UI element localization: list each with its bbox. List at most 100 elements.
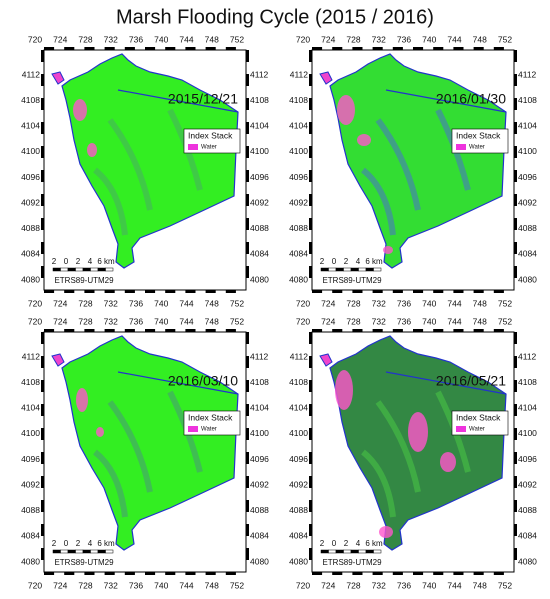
y-tick-label: 4092 (518, 479, 537, 489)
border-segment (493, 47, 504, 50)
border-segment (473, 572, 484, 575)
border-segment (413, 572, 424, 575)
water-patch (73, 99, 87, 121)
legend-swatch (188, 144, 198, 150)
border-segment (514, 218, 517, 230)
border-segment (352, 572, 363, 575)
scale-bar-label: 2 (52, 257, 57, 266)
border-segment (514, 524, 517, 536)
border-segment (246, 218, 249, 230)
x-tick-label: 744 (447, 298, 461, 308)
panel-date: 2016/03/10 (168, 373, 238, 389)
marsh-boundary (385, 371, 507, 395)
x-tick-label: 728 (78, 34, 92, 44)
border-segment (473, 290, 484, 293)
scale-bar-label: 6 km (365, 539, 383, 548)
border-segment (84, 290, 95, 293)
x-tick-label: 752 (230, 316, 244, 326)
y-tick-label: 4080 (250, 274, 269, 284)
border-segment (246, 452, 249, 464)
y-tick-label: 4092 (518, 197, 537, 207)
scale-bar-segment (82, 267, 91, 272)
border-segment (205, 572, 216, 575)
border-segment (514, 74, 517, 86)
scale-bar-segment (373, 267, 382, 272)
x-tick-label: 720 (28, 34, 42, 44)
border-segment (41, 404, 44, 416)
y-tick-label: 4092 (250, 197, 269, 207)
water-patch (408, 412, 428, 452)
x-tick-label: 748 (205, 34, 219, 44)
x-tick-label: 736 (129, 298, 143, 308)
y-tick-label: 4100 (21, 428, 40, 438)
crs-label: ETRS89-UTM29 (54, 558, 114, 567)
y-tick-label: 4112 (22, 69, 41, 79)
x-tick-label: 728 (78, 298, 92, 308)
scale-bar-label: 2 (320, 539, 325, 548)
x-tick-label: 732 (104, 580, 118, 590)
x-tick-label: 724 (321, 316, 335, 326)
x-tick-label: 752 (498, 298, 512, 308)
water-patch (440, 452, 456, 472)
x-tick-label: 740 (154, 316, 168, 326)
border-segment (514, 428, 517, 440)
border-segment (205, 47, 216, 50)
x-tick-label: 748 (205, 298, 219, 308)
border-segment (246, 500, 249, 512)
border-segment (514, 548, 517, 560)
border-segment (41, 380, 44, 392)
x-tick-label: 728 (346, 580, 360, 590)
x-tick-label: 752 (230, 580, 244, 590)
x-tick-label: 740 (154, 34, 168, 44)
x-tick-label: 748 (473, 298, 487, 308)
y-tick-label: 4092 (289, 197, 308, 207)
scale-bar-segment (97, 267, 106, 272)
legend-swatch (456, 144, 466, 150)
x-tick-label: 720 (28, 580, 42, 590)
y-tick-label: 4108 (289, 95, 308, 105)
x-tick-label: 752 (498, 34, 512, 44)
border-segment (41, 74, 44, 86)
y-tick-label: 4088 (518, 223, 537, 233)
x-tick-label: 752 (498, 316, 512, 326)
marsh-boundary (117, 89, 239, 113)
water-patch (357, 134, 371, 146)
scale-bar-label: 0 (332, 257, 337, 266)
border-segment (413, 290, 424, 293)
map-panel: 720 720 724 724 728 728 732 732 736 736 740 740 744 7… (289, 34, 537, 308)
scale-bar-label: 2 (76, 539, 81, 548)
legend-title: Index Stack (188, 412, 233, 422)
legend-label: Water (201, 145, 217, 151)
border-segment (514, 380, 517, 392)
x-tick-label: 732 (104, 316, 118, 326)
scale-bar-label: 6 km (365, 257, 383, 266)
border-segment (41, 98, 44, 110)
border-segment (246, 98, 249, 110)
x-tick-label: 732 (104, 34, 118, 44)
border-segment (41, 146, 44, 158)
x-tick-label: 720 (296, 580, 310, 590)
x-tick-label: 748 (205, 580, 219, 590)
y-tick-label: 4092 (289, 479, 308, 489)
border-segment (309, 194, 312, 206)
border-segment (312, 572, 323, 575)
y-tick-label: 4092 (21, 197, 40, 207)
scale-bar-segment (373, 549, 382, 554)
border-segment (433, 572, 444, 575)
legend-title: Index Stack (456, 412, 501, 422)
y-tick-label: 4096 (289, 172, 308, 182)
y-tick-label: 4104 (518, 403, 537, 413)
border-segment (309, 548, 312, 560)
panel-date: 2016/05/21 (436, 373, 506, 389)
legend-swatch (456, 426, 466, 432)
scale-bar-label: 4 (356, 257, 361, 266)
y-tick-label: 4096 (518, 172, 537, 182)
scale-bar-segment (365, 267, 374, 272)
scale-bar-segment (365, 549, 374, 554)
scale-bar-label: 4 (356, 539, 361, 548)
x-tick-label: 740 (422, 34, 436, 44)
border-segment (41, 452, 44, 464)
y-tick-label: 4080 (250, 556, 269, 566)
y-tick-label: 4104 (289, 121, 308, 131)
